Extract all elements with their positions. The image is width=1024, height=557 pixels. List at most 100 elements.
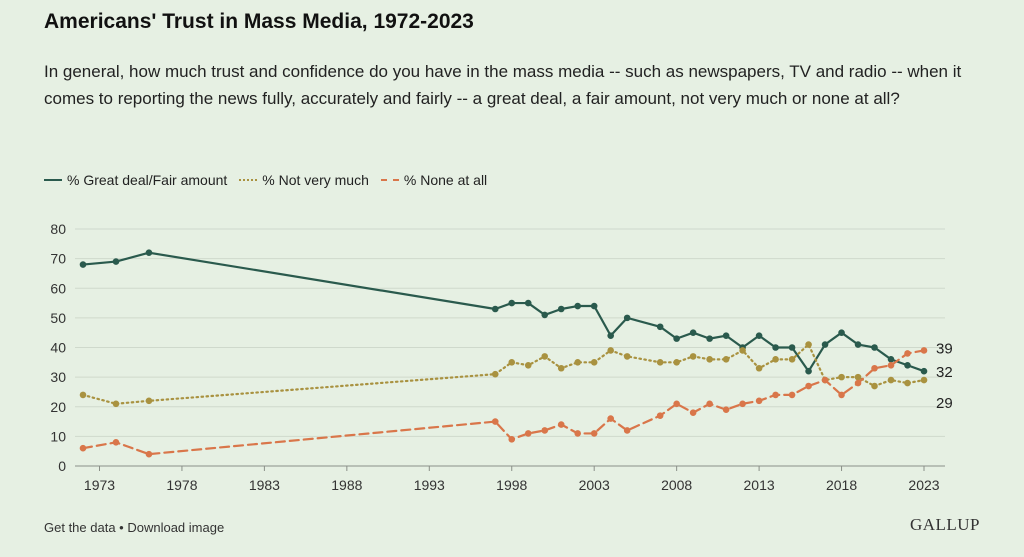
data-point-none [112,439,120,446]
data-point-notvery [541,353,549,360]
data-point-great [541,311,549,319]
data-point-great [722,332,730,339]
x-tick-label: 1983 [249,477,280,493]
data-point-none [821,376,829,384]
data-point-great [112,258,120,265]
data-point-great [920,367,928,375]
data-point-notvery [772,356,779,363]
legend-label-none: % None at all [403,172,488,188]
legend-item-none: % None at all [380,172,488,188]
data-point-great [904,361,911,369]
data-point-none [574,430,582,437]
y-tick-label: 0 [58,458,66,474]
grid-layer [75,228,945,467]
x-tick-label: 1993 [414,477,445,493]
data-point-great [656,323,664,331]
data-point-notvery [755,364,763,372]
data-point-great [772,344,779,351]
legend-label-great: % Great deal/Fair amount [67,172,228,188]
data-point-great [689,329,697,336]
data-point-none [623,427,631,434]
data-point-none [145,450,153,458]
end-label-great: 32 [936,364,953,381]
data-point-great [887,356,895,363]
data-point-none [79,444,87,452]
data-point-great [590,302,598,310]
data-point-none [557,421,565,428]
series-layer [79,249,928,458]
chart-subtitle: In general, how much trust and confidenc… [44,62,962,108]
footer-links: Get the data • Download image [44,520,224,535]
data-point-notvery [656,359,664,366]
data-point-notvery [673,359,680,366]
data-point-none [607,415,614,422]
data-point-notvery [788,356,796,363]
data-point-none [755,397,763,405]
data-point-notvery [871,382,878,390]
data-point-great [838,329,845,336]
data-point-notvery [590,359,598,366]
data-point-none [838,391,845,399]
get-data-link[interactable]: Get the data [44,520,116,535]
y-tick-label: 10 [50,428,66,444]
end-label-layer: 32 29 39 [936,340,953,412]
data-point-great [508,299,516,307]
data-point-great [706,335,713,342]
data-point-none [689,409,697,416]
y-tick-label: 60 [50,280,66,296]
data-point-notvery [557,364,565,372]
footer-separator: • [115,520,128,535]
data-point-none [524,430,532,437]
data-point-none [491,418,499,425]
chart-legend: % Great deal/Fair amount % Not very much… [44,172,487,188]
data-point-notvery [689,353,697,360]
data-point-notvery [706,356,713,363]
data-point-notvery [145,397,153,405]
legend-item-great: % Great deal/Fair amount [44,172,227,188]
download-image-link[interactable]: Download image [127,520,225,535]
data-point-none [706,400,713,408]
data-point-notvery [920,376,928,384]
series-line-notvery [81,343,926,405]
data-point-none [541,427,549,434]
data-point-none [508,436,516,443]
end-label-none: 39 [936,340,953,357]
y-tick-label: 80 [50,221,66,237]
data-point-none [590,430,598,437]
data-point-great [821,341,829,348]
data-point-none [887,361,895,369]
data-point-notvery [805,341,812,348]
data-point-great [557,305,565,313]
data-point-great [491,305,499,313]
x-tick-label: 1988 [331,477,362,493]
data-point-none [904,350,911,357]
data-point-notvery [838,373,845,381]
data-point-great [788,344,796,351]
data-point-none [805,382,812,390]
data-point-notvery [79,391,87,399]
data-point-notvery [524,361,532,369]
gallup-logo: GALLUP [909,515,980,534]
y-tick-label: 20 [50,399,66,415]
data-point-great [524,299,532,307]
x-tick-label: 1998 [496,477,527,493]
data-point-none [656,412,664,419]
x-tick-label: 2003 [579,477,610,493]
data-point-great [574,302,582,310]
data-point-great [805,367,812,375]
y-tick-label: 40 [50,340,66,356]
data-point-notvery [722,356,730,363]
data-point-notvery [607,347,614,354]
data-point-great [871,344,878,351]
data-point-none [788,391,796,399]
data-point-notvery [574,359,582,366]
data-point-great [854,341,862,348]
data-point-notvery [887,376,895,384]
data-point-great [623,314,631,322]
data-point-great [145,249,153,256]
end-label-notvery: 29 [936,395,953,412]
data-point-notvery [739,347,746,354]
data-point-great [607,332,614,339]
data-point-none [722,406,730,414]
